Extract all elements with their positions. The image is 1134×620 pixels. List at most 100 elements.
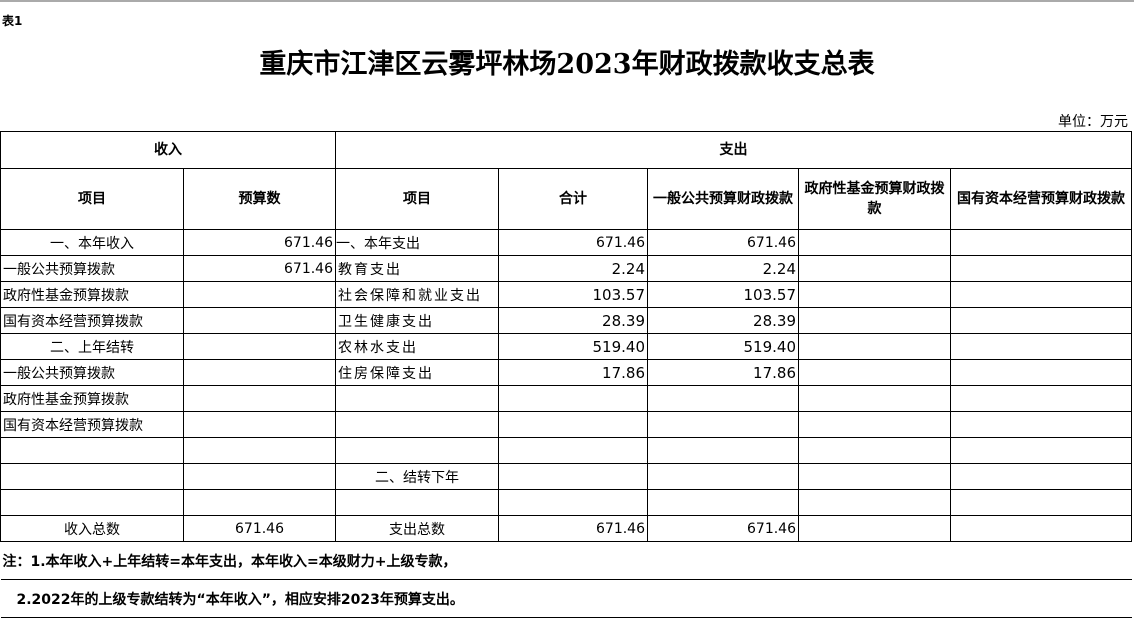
table-cell: 住房保障支出 [335, 359, 499, 386]
table-cell: 教育支出 [335, 255, 499, 282]
table-cell [798, 489, 951, 516]
table-cell: 671.46 [183, 255, 336, 282]
column-header: 项目 [335, 168, 499, 230]
table-cell [949, 229, 1133, 256]
table-cell: 支出总数 [335, 515, 499, 542]
table-cell: 二、上年结转 [0, 333, 184, 360]
page-title: 重庆市江津区云雾坪林场2023年财政拨款收支总表 [259, 49, 875, 80]
table-cell [798, 437, 951, 464]
table-cell [335, 489, 499, 516]
table-cell [798, 255, 951, 282]
column-header: 国有资本经营预算财政拨款 [949, 168, 1133, 230]
table-row [0, 489, 1133, 516]
table-cell: 二、结转下年 [335, 463, 499, 490]
table-cell: 671.46 [183, 229, 336, 256]
table-cell: 农林水支出 [335, 333, 499, 360]
table-cell: 103.57 [498, 281, 648, 308]
unit-label: 单位：万元 [1058, 114, 1128, 130]
table-cell: 政府性基金预算拨款 [0, 281, 184, 308]
table-cell [647, 385, 799, 412]
table-row: 国有资本经营预算拨款 卫生健康支出 28.39 28.39 [0, 307, 1133, 334]
table-cell [647, 463, 799, 490]
column-header: 项目 [0, 168, 184, 230]
table-cell: 一般公共预算拨款 [0, 359, 184, 386]
table-cell [949, 411, 1133, 438]
table-cell [798, 281, 951, 308]
table-cell [949, 489, 1133, 516]
table-row: 一、本年收入 671.46 一、本年支出 671.46 671.46 [0, 229, 1133, 256]
table-cell: 17.86 [498, 359, 648, 386]
table-cell: 国有资本经营预算拨款 [0, 411, 184, 438]
table-cell: 国有资本经营预算拨款 [0, 307, 184, 334]
table-cell: 政府性基金预算拨款 [0, 385, 184, 412]
table-cell: 一、本年支出 [335, 229, 499, 256]
column-header: 合计 [498, 168, 648, 230]
table-cell: 社会保障和就业支出 [335, 281, 499, 308]
table-cell [949, 515, 1133, 542]
table-cell [798, 229, 951, 256]
table-cell: 2.24 [498, 255, 648, 282]
table-cell [647, 411, 799, 438]
table-number: 表1 [2, 14, 23, 28]
table-row: 收入总数 671.46 支出总数 671.46 671.46 [0, 515, 1133, 542]
table-cell [498, 385, 648, 412]
income-header: 收入 [0, 131, 336, 169]
table-cell: 卫生健康支出 [335, 307, 499, 334]
table-row: 二、结转下年 [0, 463, 1133, 490]
table-cell: 519.40 [498, 333, 648, 360]
table-row: 国有资本经营预算拨款 [0, 411, 1133, 438]
table-row: 政府性基金预算拨款 社会保障和就业支出 103.57 103.57 [0, 281, 1133, 308]
table-cell [183, 385, 336, 412]
table-cell: 519.40 [647, 333, 799, 360]
table-cell [647, 437, 799, 464]
table-cell [335, 411, 499, 438]
table-cell [335, 385, 499, 412]
table-cell [183, 307, 336, 334]
table-cell [949, 307, 1133, 334]
table-cell: 103.57 [647, 281, 799, 308]
table-cell [798, 333, 951, 360]
table-cell [183, 333, 336, 360]
column-header: 预算数 [183, 168, 336, 230]
budget-table: 收入 支出 项目 预算数 项目 合计 一般公共预算财政拨款 政府性基金预算财政拨款 国有资本经… [0, 131, 1133, 618]
table-cell [798, 463, 951, 490]
table-cell [183, 411, 336, 438]
table-row [0, 437, 1133, 464]
expense-header: 支出 [334, 131, 1133, 169]
table-row: 二、上年结转 农林水支出 519.40 519.40 [0, 333, 1133, 360]
table-cell [335, 437, 499, 464]
table-cell [798, 515, 951, 542]
table-row: 一般公共预算拨款 住房保障支出 17.86 17.86 [0, 359, 1133, 386]
column-header: 一般公共预算财政拨款 [647, 168, 799, 230]
table-cell [183, 281, 336, 308]
table-cell [798, 385, 951, 412]
table-cell [0, 463, 184, 490]
table-cell: 671.46 [647, 515, 799, 542]
table-cell [183, 437, 336, 464]
table-cell [798, 411, 951, 438]
table-cell [798, 307, 951, 334]
table-cell: 收入总数 [0, 515, 184, 542]
table-row: 一般公共预算拨款 671.46 教育支出 2.24 2.24 [0, 255, 1133, 282]
table-cell: 671.46 [498, 515, 648, 542]
table-cell: 28.39 [647, 307, 799, 334]
table-cell: 2.24 [647, 255, 799, 282]
table-cell [0, 437, 184, 464]
table-cell: 一般公共预算拨款 [0, 255, 184, 282]
table-cell [949, 255, 1133, 282]
table-cell [498, 437, 648, 464]
table-cell: 671.46 [498, 229, 648, 256]
note: 2.2022年的上级专款结转为“本年收入”，相应安排2023年预算支出。 [0, 579, 1132, 618]
table-cell [498, 489, 648, 516]
table-cell [647, 489, 799, 516]
table-row: 政府性基金预算拨款 [0, 385, 1133, 412]
table-cell [498, 463, 648, 490]
table-cell [949, 333, 1133, 360]
table-cell [949, 385, 1133, 412]
column-header: 政府性基金预算财政拨款 [798, 168, 951, 230]
note: 注：1.本年收入+上年结转=本年支出，本年收入=本级财力+上级专款， [0, 541, 1132, 580]
table-cell [949, 463, 1133, 490]
table-cell [0, 489, 184, 516]
table-cell: 17.86 [647, 359, 799, 386]
table-cell [183, 463, 336, 490]
